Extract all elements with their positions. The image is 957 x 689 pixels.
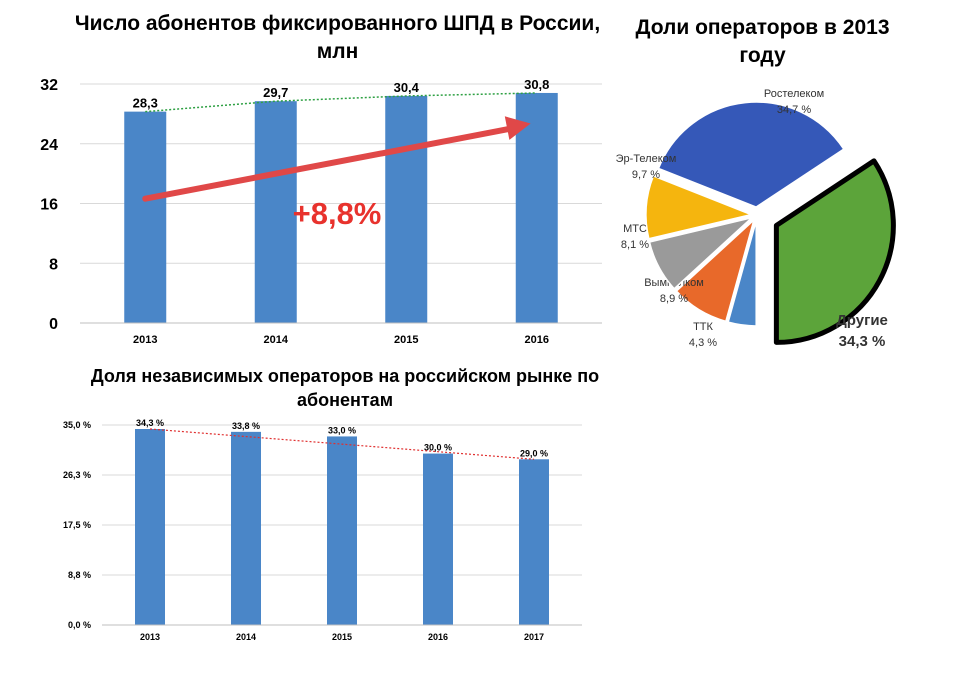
c2-slice-value: 8,9 % — [660, 293, 688, 305]
c1-x-tick-label: 2015 — [394, 334, 418, 346]
c2-slice-name: Другие — [836, 312, 888, 329]
c1-bar — [124, 111, 167, 324]
c2-slice-value: 34,7 % — [777, 104, 811, 116]
c2-slice-value: 9,7 % — [632, 169, 660, 181]
c3-bar — [135, 429, 165, 625]
c2-slice-name: Ростелеком — [764, 88, 824, 100]
c3-y-tick-label: 0,0 % — [68, 620, 91, 630]
c3-value-label: 29,0 % — [520, 448, 548, 458]
c2-slice-name: МТС — [623, 223, 647, 235]
c1-y-tick-label: 24 — [40, 137, 58, 154]
c1-bar — [385, 95, 428, 323]
c2-pie-slice — [645, 175, 752, 240]
c2-slice-value: 4,3 % — [689, 337, 717, 349]
c3-value-label: 30,0 % — [424, 443, 452, 453]
c1-y-tick-label: 8 — [49, 256, 58, 273]
c1-bar — [515, 92, 558, 324]
c1-growth-annotation: +8,8% — [293, 196, 382, 231]
c3-y-tick-label: 35,0 % — [63, 420, 91, 430]
c3-x-tick-label: 2017 — [524, 632, 544, 642]
chart3-title: Доля независимых операторов на российско… — [90, 366, 600, 410]
c2-slice-name: ТТК — [693, 321, 713, 333]
c2-slice-name: Эр-Телеком — [616, 153, 677, 165]
c3-y-tick-label: 17,5 % — [63, 520, 91, 530]
c3-x-tick-label: 2014 — [236, 632, 256, 642]
c1-y-tick-label: 0 — [49, 316, 58, 333]
c1-y-tick-label: 32 — [40, 77, 58, 94]
chart2-title: Доли операторов в 2013 году — [635, 16, 890, 67]
c3-value-label: 33,0 % — [328, 425, 356, 435]
c1-growth-arrow — [142, 125, 514, 202]
c1-growth-arrow-head — [504, 116, 531, 140]
c3-x-tick-label: 2013 — [140, 632, 160, 642]
c2-pie-slice — [657, 101, 845, 208]
c2-slice-value: 8,1 % — [621, 239, 649, 251]
c2-pie-slice — [773, 158, 896, 345]
c2-slice-value: 34,3 % — [839, 333, 886, 350]
c2-pie-slice — [727, 220, 757, 327]
c1-bar — [254, 101, 297, 323]
c3-bar — [423, 453, 453, 625]
chart1-title: Число абонентов фиксированного ШПД в Рос… — [74, 12, 601, 63]
c3-x-tick-label: 2016 — [428, 632, 448, 642]
c3-value-label: 34,3 % — [136, 418, 164, 428]
c1-x-tick-label: 2016 — [525, 334, 549, 346]
c3-bar — [519, 459, 549, 625]
c3-bar — [327, 436, 357, 625]
c2-pie-slice — [675, 219, 755, 323]
c1-value-label: 30,4 — [394, 80, 420, 95]
c1-value-label: 30,8 — [524, 77, 549, 92]
c1-x-tick-label: 2013 — [133, 334, 157, 346]
c3-trendline — [149, 428, 535, 460]
c1-value-label: 29,7 — [263, 85, 288, 100]
c1-y-tick-label: 16 — [40, 197, 58, 214]
c1-trendline — [145, 92, 537, 113]
c3-y-tick-label: 8,8 % — [68, 570, 91, 580]
c3-x-tick-label: 2015 — [332, 632, 352, 642]
c3-value-label: 33,8 % — [232, 421, 260, 431]
c3-bar — [231, 431, 261, 625]
c1-value-label: 28,3 — [133, 96, 158, 111]
c2-pie-slice — [648, 217, 753, 290]
c3-y-tick-label: 26,3 % — [63, 470, 91, 480]
c1-x-tick-label: 2014 — [264, 334, 289, 346]
